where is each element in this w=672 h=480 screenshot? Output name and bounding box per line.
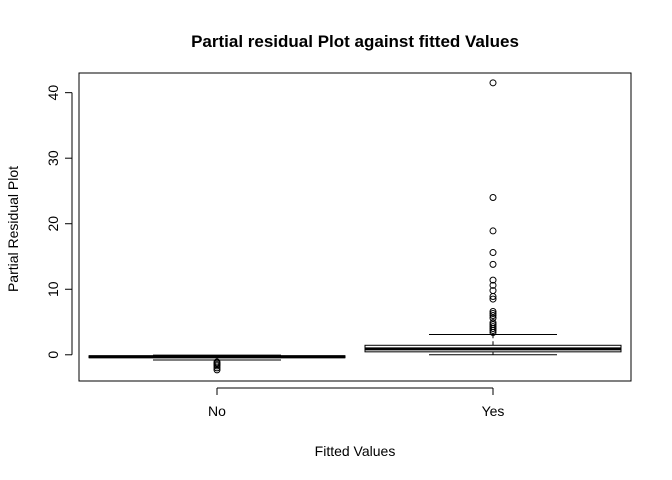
y-axis: 0 10 20 30 40 (45, 85, 73, 359)
y-tick-label: 0 (45, 351, 61, 359)
outlier-point (213, 366, 221, 374)
y-tick-label: 30 (45, 150, 61, 166)
box-no (88, 354, 346, 374)
outlier-point (489, 323, 497, 331)
outlier-point (489, 295, 497, 303)
x-tick-label: No (208, 403, 226, 419)
outlier-point (489, 281, 497, 289)
outlier-point (489, 287, 497, 295)
outlier-point (489, 321, 497, 329)
outlier-point (489, 308, 497, 316)
x-axis: No Yes (208, 387, 505, 419)
outlier-point (489, 260, 497, 268)
chart-title: Partial residual Plot against fitted Val… (191, 32, 519, 51)
y-tick-label: 40 (45, 85, 61, 101)
box-yes (364, 79, 622, 356)
outlier-point (489, 311, 497, 319)
x-tick-label: Yes (482, 403, 505, 419)
x-axis-label: Fitted Values (315, 443, 396, 459)
outlier-point (489, 249, 497, 257)
box-group (88, 79, 622, 374)
outlier-point (489, 227, 497, 235)
outlier-point (489, 79, 497, 87)
y-tick-label: 20 (45, 216, 61, 232)
outlier-point (489, 310, 497, 318)
outlier-point (489, 194, 497, 202)
y-axis-label: Partial Residual Plot (5, 166, 21, 292)
y-tick-label: 10 (45, 281, 61, 297)
outlier-point (489, 314, 497, 322)
outlier-point (489, 319, 497, 327)
plot-area-frame (78, 72, 632, 382)
outlier-point (213, 364, 221, 372)
outlier-point (213, 362, 221, 370)
outlier-point (489, 276, 497, 284)
